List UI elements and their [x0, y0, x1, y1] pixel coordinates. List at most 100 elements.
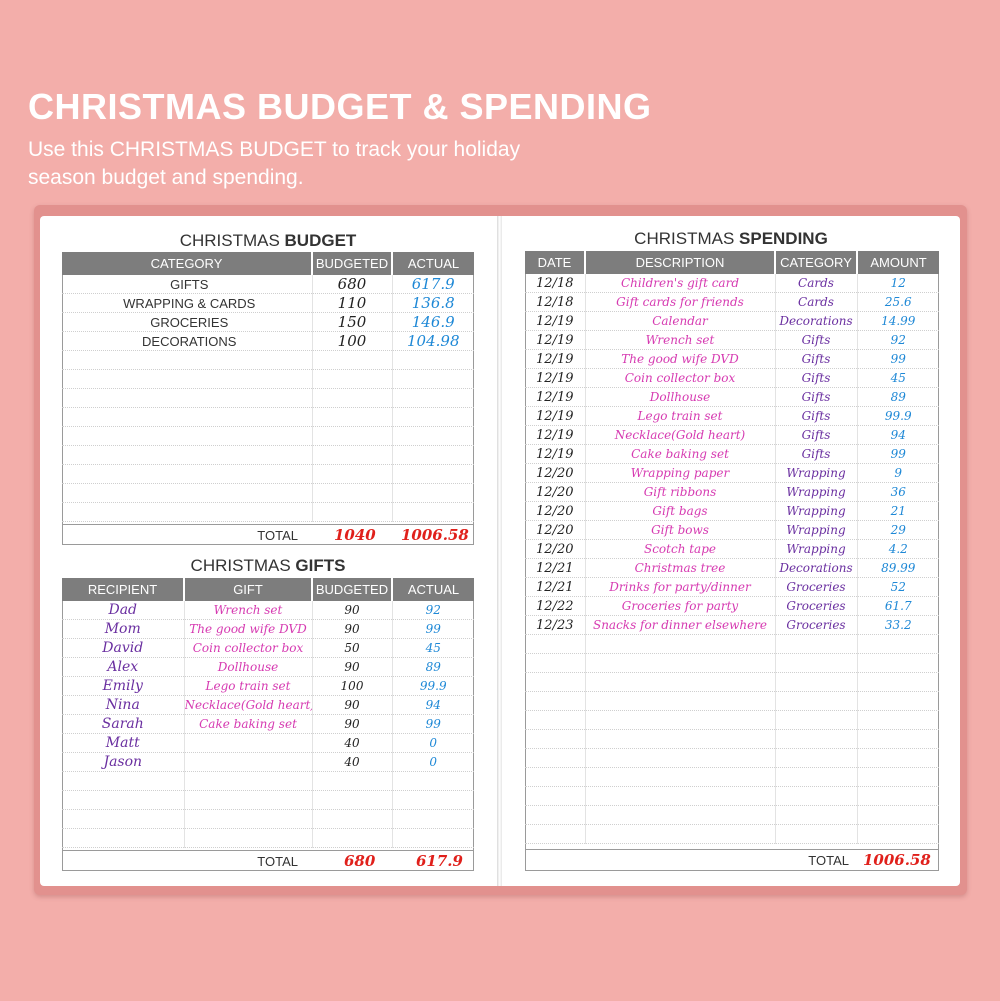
gifts-col-recipient: RECIPIENT: [62, 578, 185, 601]
empty-row: [525, 653, 939, 673]
spending-category: Gifts: [775, 444, 858, 464]
gift-name: Dollhouse: [184, 657, 313, 677]
spending-description: The good wife DVD: [585, 349, 776, 369]
empty-row: [62, 350, 474, 370]
table-row: 12/19 Cake baking set Gifts 99: [525, 444, 939, 464]
spending-rows: 12/18 Children's gift card Cards 12 12/18 Gif…: [525, 274, 939, 844]
empty-cell: [585, 824, 776, 844]
empty-cell: [392, 771, 474, 791]
gifts-col-gift: GIFT: [184, 578, 313, 601]
empty-cell: [525, 729, 586, 749]
gifts-total-label: TOTAL: [257, 854, 298, 869]
gift-name: Coin collector box: [184, 638, 313, 658]
empty-cell: [392, 483, 474, 503]
spending-description: Wrapping paper: [585, 463, 776, 483]
gift-name: Wrench set: [184, 601, 313, 620]
table-row: 12/20 Gift bags Wrapping 21: [525, 501, 939, 521]
spending-amount: 25.6: [857, 292, 939, 312]
spending-amount: 33.2: [857, 615, 939, 635]
spending-category: Gifts: [775, 368, 858, 388]
spending-category: Gifts: [775, 425, 858, 445]
budget-total-actual: 1006.58: [401, 526, 469, 544]
empty-row: [62, 483, 474, 503]
empty-cell: [857, 691, 939, 711]
empty-cell: [525, 672, 586, 692]
spending-date: 12/20: [525, 539, 586, 559]
table-row: 12/19 Dollhouse Gifts 89: [525, 387, 939, 407]
gifts-total-divider: [62, 850, 474, 851]
budget-total-label: TOTAL: [257, 528, 298, 543]
spending-category: Cards: [775, 292, 858, 312]
spending-category: Gifts: [775, 387, 858, 407]
spending-amount: 9: [857, 463, 939, 483]
empty-cell: [62, 464, 313, 484]
empty-cell: [62, 350, 313, 370]
empty-row: [62, 809, 474, 829]
empty-cell: [392, 502, 474, 522]
budget-actual: 104.98: [392, 331, 474, 351]
empty-row: [525, 691, 939, 711]
spending-date: 12/19: [525, 368, 586, 388]
gift-budgeted: 90: [312, 695, 393, 715]
empty-cell: [184, 809, 313, 829]
empty-cell: [585, 672, 776, 692]
table-row: 12/18 Children's gift card Cards 12: [525, 274, 939, 293]
gift-recipient: Dad: [62, 601, 185, 620]
spending-total-label: TOTAL: [808, 853, 849, 868]
table-row: 12/19 Lego train set Gifts 99.9: [525, 406, 939, 426]
budget-budgeted: 100: [312, 331, 393, 351]
table-row: 12/21 Drinks for party/dinner Groceries 52: [525, 577, 939, 597]
spending-date: 12/18: [525, 274, 586, 293]
empty-cell: [775, 653, 858, 673]
empty-cell: [312, 350, 393, 370]
empty-cell: [62, 426, 313, 446]
empty-cell: [525, 786, 586, 806]
empty-cell: [857, 672, 939, 692]
spending-category: Decorations: [775, 558, 858, 578]
budget-total-budgeted: 1040: [334, 526, 376, 544]
table-row: 12/19 Wrench set Gifts 92: [525, 330, 939, 350]
empty-row: [62, 771, 474, 791]
gift-budgeted: 90: [312, 657, 393, 677]
spending-date: 12/19: [525, 349, 586, 369]
gift-actual: 99: [392, 619, 474, 639]
table-row: Alex Dollhouse 90 89: [62, 657, 474, 677]
table-row: Matt 40 0: [62, 733, 474, 753]
gifts-rows: Dad Wrench set 90 92 Mom The good wife DVD 90 9…: [62, 601, 474, 848]
table-row: 12/23 Snacks for dinner elsewhere Grocerie…: [525, 615, 939, 635]
gifts-total-budgeted: 680: [344, 852, 376, 870]
table-row: 12/19 Calendar Decorations 14.99: [525, 311, 939, 331]
spending-amount: 36: [857, 482, 939, 502]
empty-cell: [62, 790, 185, 810]
spending-description: Dollhouse: [585, 387, 776, 407]
budget-rows: GIFTS 680 617.9 WRAPPING & CARDS 110 136.8 GRO…: [62, 275, 474, 522]
spending-category: Gifts: [775, 330, 858, 350]
empty-row: [62, 445, 474, 465]
spending-description: Groceries for party: [585, 596, 776, 616]
spending-date: 12/19: [525, 406, 586, 426]
empty-cell: [585, 748, 776, 768]
spending-category: Decorations: [775, 311, 858, 331]
spending-total-amount: 1006.58: [863, 851, 931, 869]
spending-description: Calendar: [585, 311, 776, 331]
spending-category: Wrapping: [775, 501, 858, 521]
gifts-col-actual: ACTUAL: [392, 578, 474, 601]
gift-recipient: Alex: [62, 657, 185, 677]
gift-actual: 45: [392, 638, 474, 658]
spending-amount: 89: [857, 387, 939, 407]
spending-date: 12/23: [525, 615, 586, 635]
table-row: DECORATIONS 100 104.98: [62, 331, 474, 351]
spending-col-category: CATEGORY: [775, 251, 858, 274]
gift-recipient: Sarah: [62, 714, 185, 734]
spending-amount: 29: [857, 520, 939, 540]
empty-row: [525, 767, 939, 787]
gift-name: The good wife DVD: [184, 619, 313, 639]
empty-cell: [525, 634, 586, 654]
empty-cell: [62, 809, 185, 829]
empty-cell: [62, 502, 313, 522]
gift-name: Lego train set: [184, 676, 313, 696]
empty-cell: [312, 445, 393, 465]
empty-cell: [312, 388, 393, 408]
empty-cell: [857, 653, 939, 673]
empty-cell: [775, 805, 858, 825]
